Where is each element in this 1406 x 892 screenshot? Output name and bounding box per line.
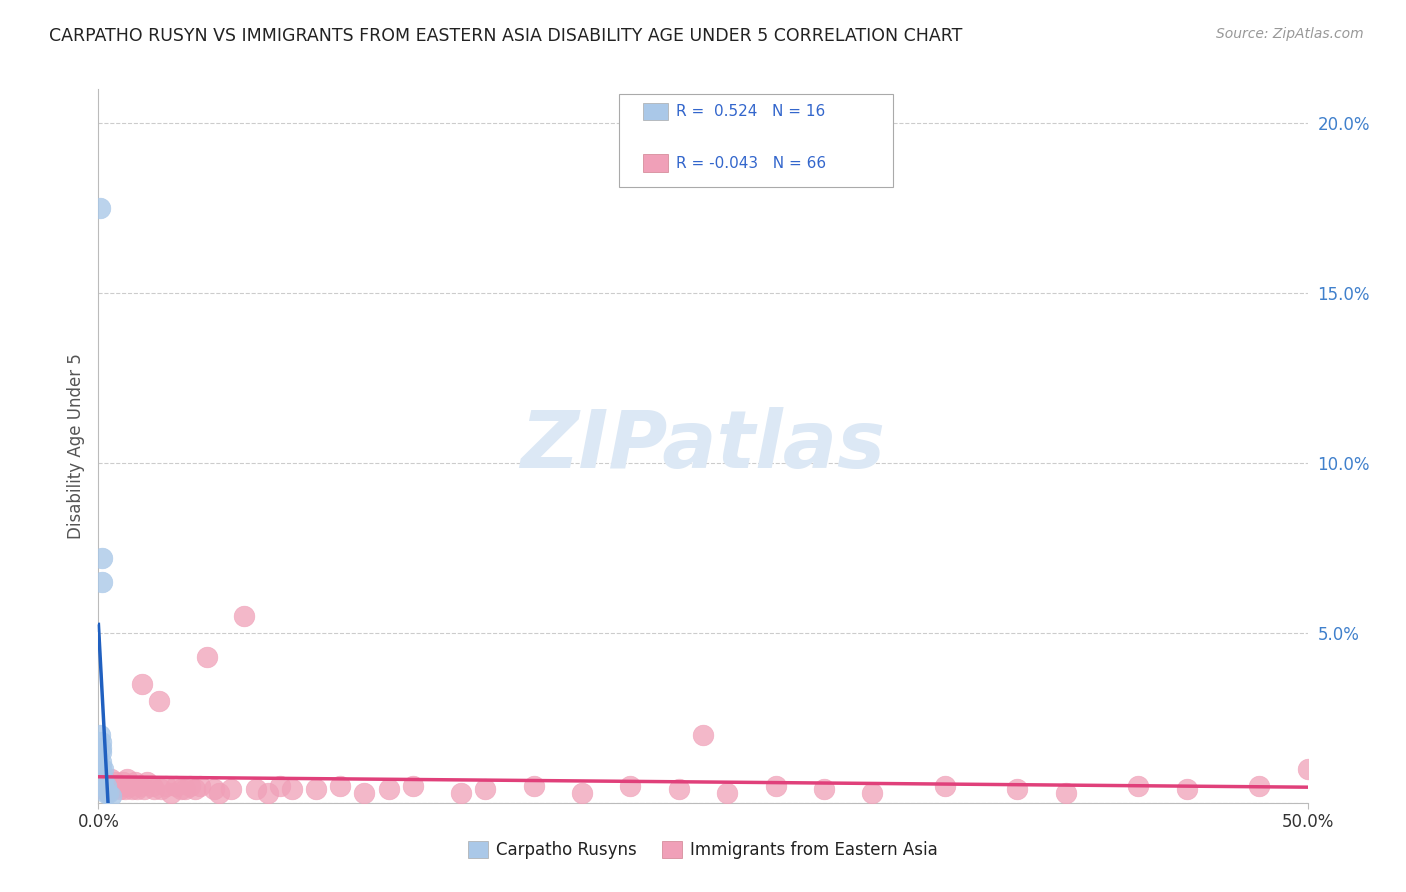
Point (402, 779, 425, 793)
Point (90, 762, 112, 776)
Point (121, 782, 143, 797)
Point (111, 775, 134, 789)
Point (184, 782, 207, 797)
Text: Source: ZipAtlas.com: Source: ZipAtlas.com (1216, 27, 1364, 41)
Point (128, 779, 150, 793)
Point (100, 772, 122, 786)
Point (118, 779, 141, 793)
Point (141, 779, 163, 793)
Point (474, 782, 496, 797)
Point (94, 786, 117, 800)
Point (127, 782, 149, 797)
Point (91, 782, 114, 797)
Point (94, 775, 117, 789)
Point (668, 782, 690, 797)
Point (114, 782, 136, 797)
Point (281, 782, 304, 797)
Point (245, 782, 267, 797)
Point (155, 779, 177, 793)
Point (174, 782, 197, 797)
Point (90, 755, 112, 769)
Point (188, 779, 211, 793)
Point (90, 741, 112, 756)
Point (148, 694, 170, 708)
Point (111, 779, 134, 793)
Point (195, 649, 218, 664)
Point (91, 551, 114, 566)
Point (89, 201, 111, 215)
Text: ZIPatlas: ZIPatlas (520, 407, 886, 485)
Point (91, 574, 114, 589)
Point (107, 779, 129, 793)
Point (860, 786, 883, 800)
Point (1007, 782, 1029, 797)
Point (117, 772, 139, 786)
Y-axis label: Disability Age Under 5: Disability Age Under 5 (66, 353, 84, 539)
Point (353, 786, 375, 800)
Point (232, 608, 254, 623)
Point (94, 779, 117, 793)
Point (765, 779, 787, 793)
Point (143, 782, 166, 797)
Point (134, 782, 156, 797)
Text: R = -0.043   N = 66: R = -0.043 N = 66 (676, 156, 827, 171)
Point (101, 782, 124, 797)
Point (97, 779, 120, 793)
Point (91, 762, 114, 776)
Legend: Carpatho Rusyns, Immigrants from Eastern Asia: Carpatho Rusyns, Immigrants from Eastern… (461, 834, 945, 866)
Point (135, 775, 157, 789)
Text: R =  0.524   N = 16: R = 0.524 N = 16 (676, 104, 825, 120)
Point (91, 779, 114, 793)
Point (813, 782, 835, 797)
Point (523, 779, 546, 793)
Point (179, 779, 201, 793)
Point (329, 779, 352, 793)
Point (716, 786, 738, 800)
Point (89, 728, 111, 742)
Point (619, 779, 641, 793)
Point (169, 782, 191, 797)
Point (305, 782, 328, 797)
Point (91, 772, 114, 786)
Point (131, 677, 153, 691)
Point (1128, 779, 1150, 793)
Text: CARPATHO RUSYN VS IMMIGRANTS FROM EASTERN ASIA DISABILITY AGE UNDER 5 CORRELATIO: CARPATHO RUSYN VS IMMIGRANTS FROM EASTER… (49, 27, 963, 45)
Point (104, 775, 127, 789)
Point (208, 786, 231, 800)
Point (100, 779, 122, 793)
Point (1175, 782, 1198, 797)
Point (450, 786, 472, 800)
Point (1249, 779, 1271, 793)
Point (692, 728, 714, 742)
Point (377, 782, 399, 797)
Point (256, 786, 278, 800)
Point (571, 786, 593, 800)
Point (90, 734, 112, 748)
Point (165, 779, 187, 793)
Point (221, 782, 243, 797)
Point (150, 782, 173, 797)
Point (204, 782, 226, 797)
Point (160, 786, 183, 800)
Point (97, 786, 120, 800)
Point (124, 775, 146, 789)
Point (1296, 762, 1319, 776)
Point (108, 782, 131, 797)
Point (90, 779, 112, 793)
Point (1054, 786, 1077, 800)
Point (934, 779, 956, 793)
Point (90, 745, 112, 759)
Point (100, 789, 122, 803)
Point (269, 779, 291, 793)
